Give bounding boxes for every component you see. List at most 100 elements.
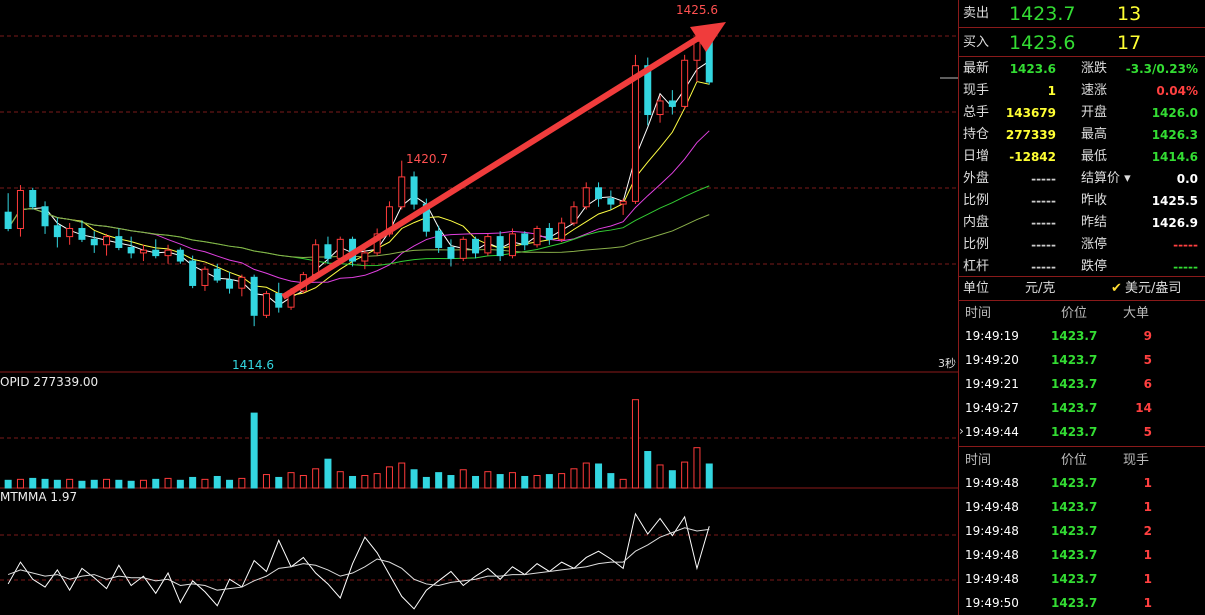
candle-body [250, 276, 258, 316]
column-header: 时间 [965, 306, 992, 321]
volume-bar [410, 469, 418, 489]
table-row[interactable]: 19:49:21 1423.7 6 [959, 373, 1205, 395]
sell-row[interactable]: 卖出 1423.7 13 [959, 2, 1205, 26]
volume-bars [4, 399, 713, 489]
stat-label: 比例 [963, 193, 990, 208]
unit-option-usd-ounce[interactable]: 美元/盎司 [1125, 281, 1182, 296]
candle-body [53, 225, 61, 238]
volume-bar [250, 412, 258, 489]
candle-body [189, 260, 197, 286]
volume-bar [213, 475, 221, 489]
volume-bar [681, 461, 689, 489]
row-time: 19:49:48 [965, 524, 1019, 538]
sell-qty: 13 [1117, 3, 1142, 25]
candle-body [201, 268, 209, 286]
row-time: 19:49:20 [965, 353, 1019, 367]
volume-bar [164, 477, 172, 489]
table-row[interactable]: 19:49:50 1423.7 1 [959, 592, 1205, 614]
volume-bar [238, 477, 246, 489]
table-row[interactable]: 19:49:48 1423.7 1 [959, 496, 1205, 518]
row-qty: 6 [1143, 377, 1152, 391]
volume-bar [324, 458, 332, 489]
stats-row: 比例 ----- 昨收 1425.5 [959, 190, 1205, 212]
candle-body [545, 227, 553, 240]
buy-qty: 17 [1117, 32, 1142, 54]
stat-label[interactable]: 结算价 ▾ [1081, 171, 1131, 186]
table-row[interactable]: 19:49:19 1423.7 9 [959, 325, 1205, 347]
stat-value: 143679 [1005, 106, 1056, 120]
volume-bar [66, 478, 74, 489]
ma-line-24 [7, 185, 710, 267]
volume-bar [668, 470, 676, 489]
stats-row: 日增 -12842 最低 1414.6 [959, 146, 1205, 168]
row-price: 1423.7 [1051, 596, 1098, 610]
candle-body [607, 198, 615, 205]
stat-value: ----- [1031, 194, 1056, 208]
momentum-indicator-title: MTMMA 1.97 [0, 490, 77, 504]
volume-bar [226, 479, 234, 489]
row-price: 1423.7 [1051, 476, 1098, 490]
divider [959, 446, 1205, 447]
row-time: 19:49:48 [965, 548, 1019, 562]
volume-bar [78, 480, 86, 489]
volume-bar [545, 474, 553, 489]
candle-body [582, 187, 590, 208]
column-header: 大单 [1123, 306, 1150, 321]
stat-value: 1423.6 [1009, 62, 1056, 76]
row-qty: 1 [1143, 476, 1152, 490]
table-row[interactable]: 19:49:27 1423.7 14 [959, 397, 1205, 419]
table-row[interactable]: 19:49:48 1423.7 1 [959, 568, 1205, 590]
table-row[interactable]: 19:49:20 1423.7 5 [959, 349, 1205, 371]
candle-body [226, 279, 234, 289]
stat-label: 总手 [963, 105, 990, 120]
price-chart[interactable]: 1425.6 1420.7 1414.6 3秒 OPID 277339.00 M… [0, 0, 958, 615]
table-row[interactable]: 19:49:48 1423.7 1 [959, 472, 1205, 494]
stat-label: 现手 [963, 83, 990, 98]
sell-price: 1423.7 [1009, 3, 1076, 25]
stat-label: 速涨 [1081, 83, 1108, 98]
volume-bar [496, 474, 504, 489]
volume-bar [127, 480, 135, 489]
candle-body [459, 238, 467, 259]
row-time: 19:49:19 [965, 329, 1019, 343]
stats-row: 最新 1423.6 涨跌 -3.3/0.23% [959, 58, 1205, 80]
stat-value: -12842 [1009, 150, 1056, 164]
table-row[interactable]: 19:49:44 1423.7 5 [959, 421, 1205, 443]
candle-body [176, 249, 184, 262]
buy-row[interactable]: 买入 1423.6 17 [959, 31, 1205, 55]
candle-body [115, 236, 123, 248]
candle-body [127, 246, 135, 254]
table-row[interactable]: 19:49:48 1423.7 2 [959, 520, 1205, 542]
volume-bar [29, 477, 37, 489]
buy-label: 买入 [963, 35, 990, 50]
table-row[interactable]: 19:49:48 1423.7 1 [959, 544, 1205, 566]
low-price-label: 1414.6 [232, 358, 274, 372]
volume-bar [103, 478, 111, 489]
table-header: 时间 价位 大单 [959, 303, 1205, 325]
candle-body [681, 59, 689, 107]
divider [959, 276, 1205, 277]
stat-value: 1426.3 [1151, 128, 1198, 142]
row-price: 1423.7 [1051, 500, 1098, 514]
stat-value: ----- [1173, 238, 1198, 252]
candle-body [164, 249, 172, 257]
unit-option-cny-gram[interactable]: 元/克 [1025, 281, 1056, 296]
row-price: 1423.7 [1051, 329, 1098, 343]
stat-label: 昨结 [1081, 215, 1108, 230]
volume-bar [299, 475, 307, 489]
unit-row: 单位 元/克 ✔ 美元/盎司 [959, 278, 1205, 300]
trend-arrow-icon [281, 22, 726, 300]
candle-body [16, 189, 24, 229]
stat-value: 1426.9 [1151, 216, 1198, 230]
row-time: 19:49:48 [965, 572, 1019, 586]
table-header: 时间 价位 现手 [959, 450, 1205, 472]
volume-bar [558, 473, 566, 489]
stat-label: 最高 [1081, 127, 1108, 142]
candle-body [336, 238, 344, 259]
column-header: 时间 [965, 453, 992, 468]
candle-body [496, 236, 504, 257]
stat-value: 1426.0 [1151, 106, 1198, 120]
row-qty: 1 [1143, 548, 1152, 562]
stats-row: 总手 143679 开盘 1426.0 [959, 102, 1205, 124]
candle-body [656, 100, 664, 116]
